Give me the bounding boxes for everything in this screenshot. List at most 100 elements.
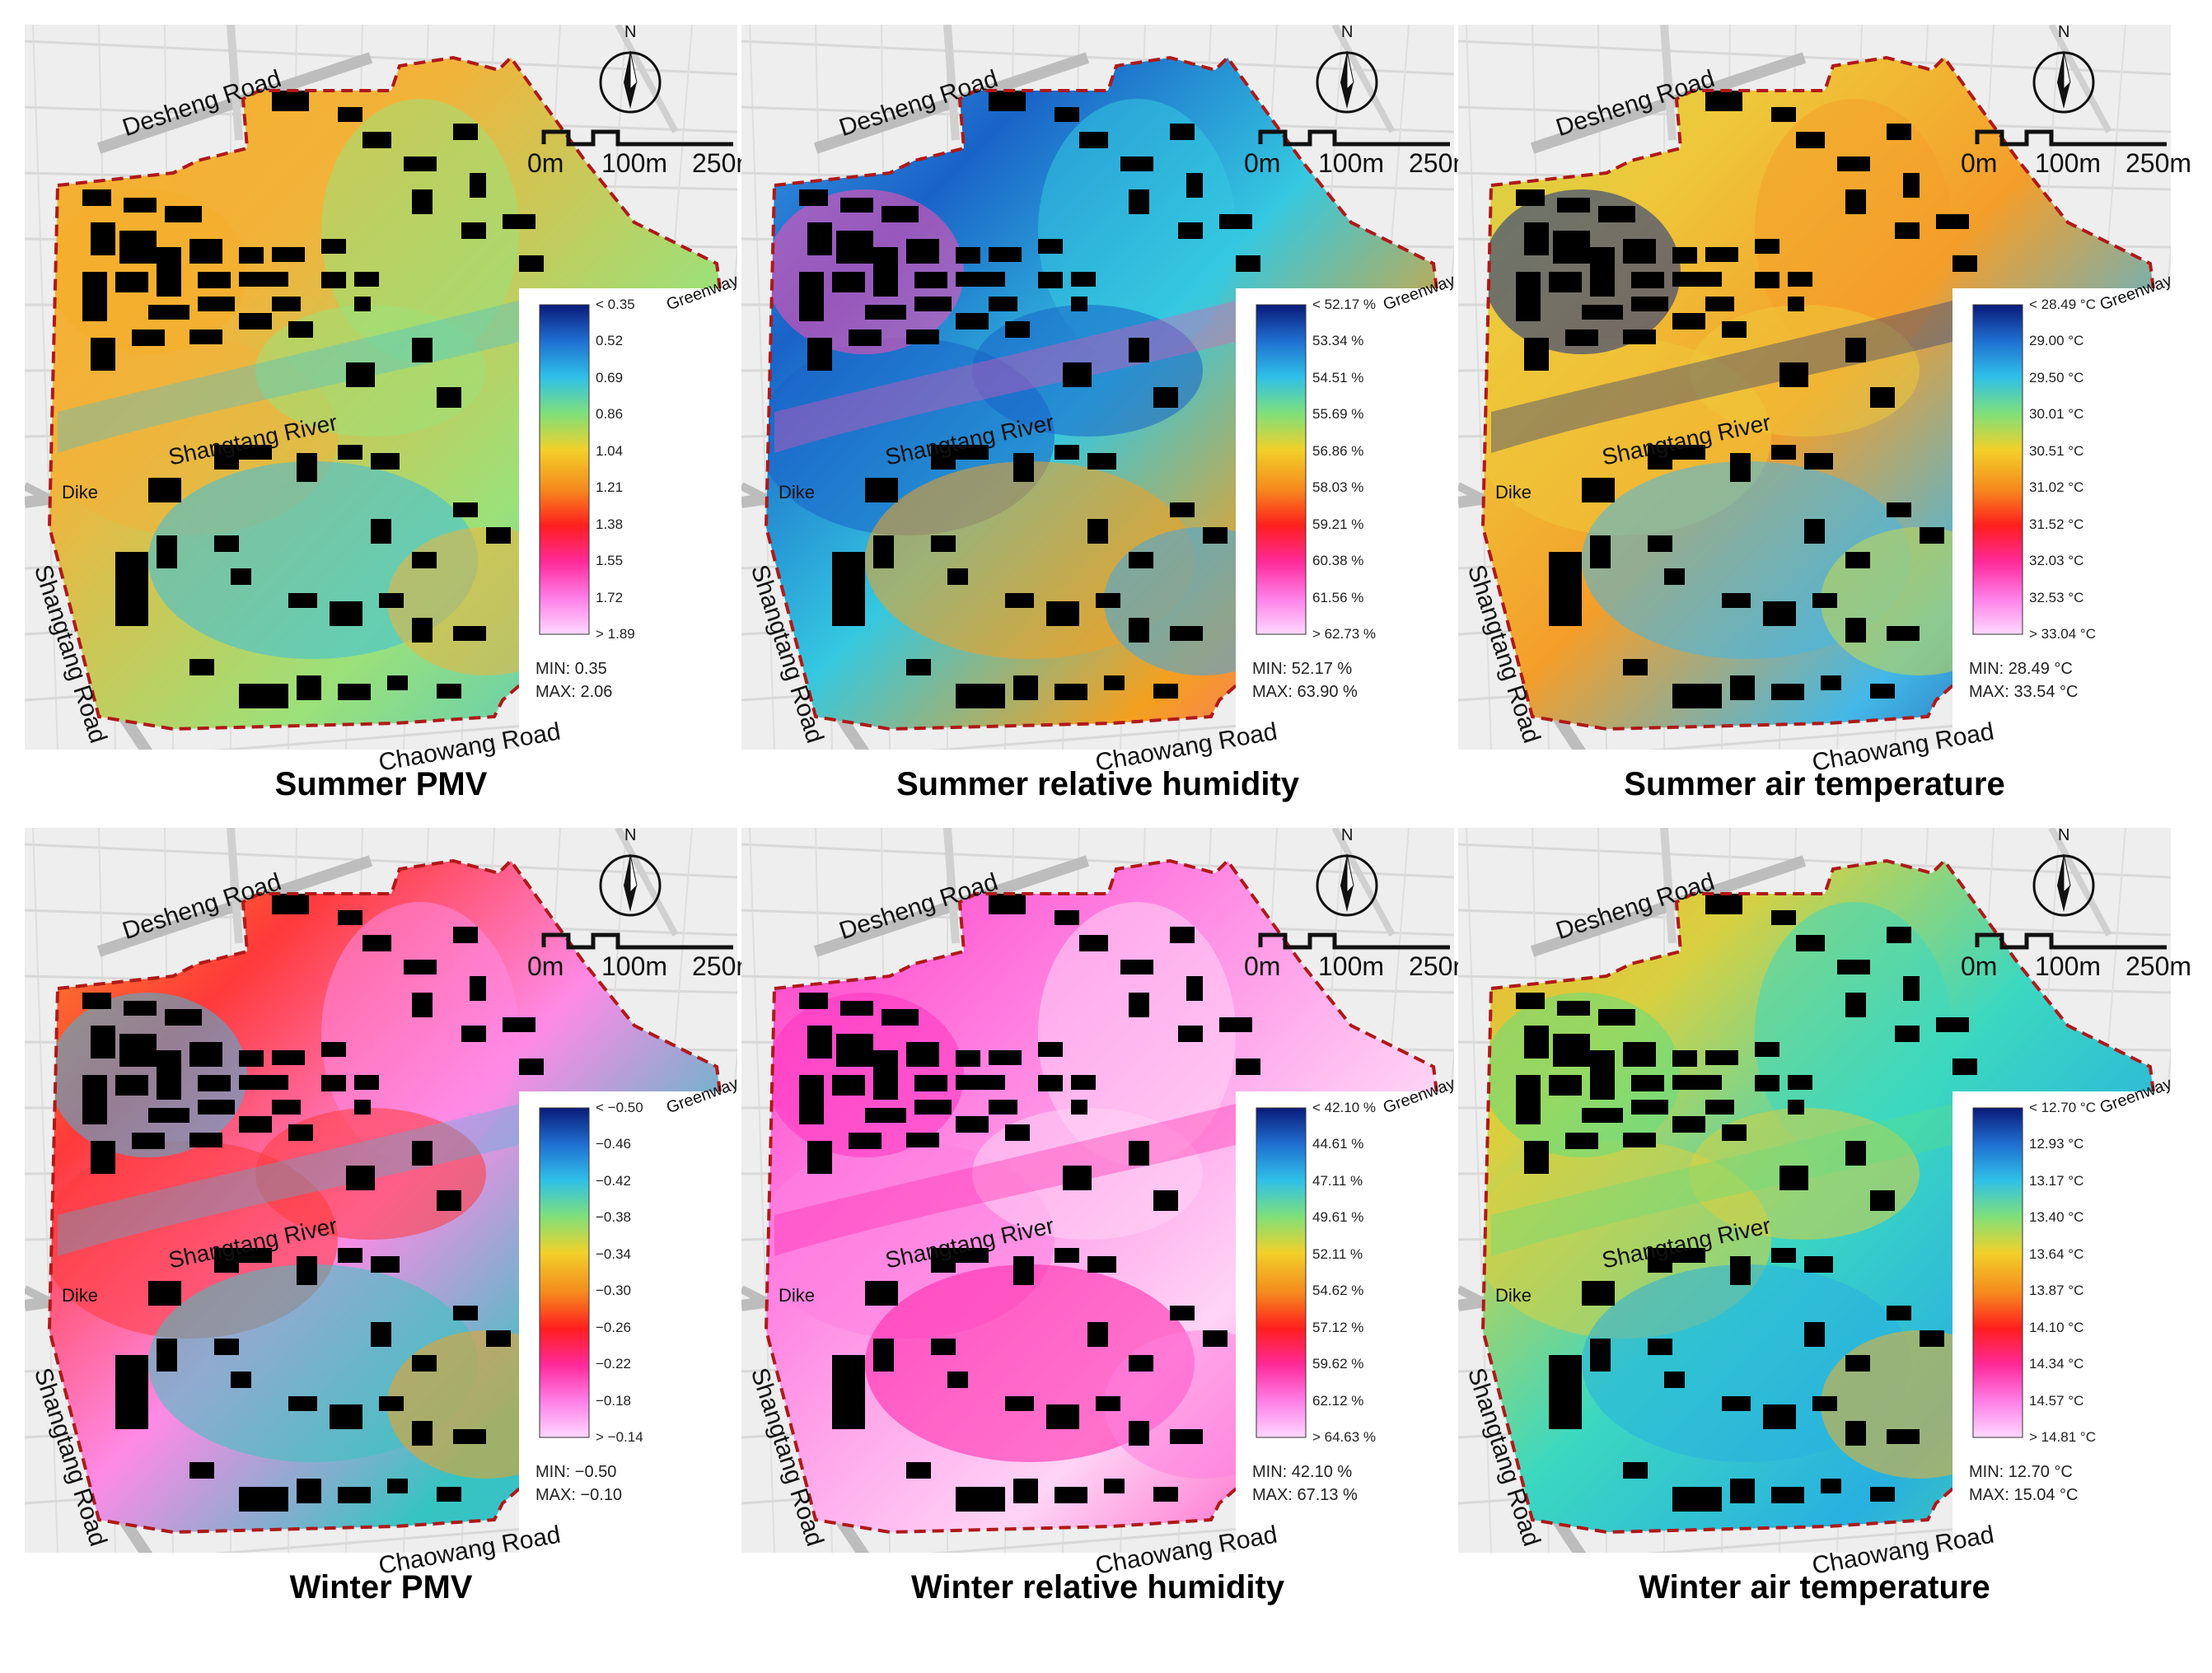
legend-tick-label: > 33.04 °C <box>2029 626 2096 642</box>
scale-label: 100m <box>1318 951 1385 981</box>
legend-tick-label: 44.61 % <box>1312 1136 1364 1152</box>
dike-label: Dike <box>779 1285 816 1306</box>
north-label: N <box>2058 23 2070 41</box>
legend-tick-label: 0.86 <box>596 406 624 423</box>
scale-bar <box>541 932 733 950</box>
legend-tick-label: < −0.50 <box>596 1100 643 1115</box>
scale-label: 100m <box>1318 148 1385 178</box>
north-arrow-icon <box>599 50 662 114</box>
scale-bar <box>1975 129 2167 147</box>
legend-tick-label: −0.34 <box>596 1245 632 1262</box>
scale-bar <box>1258 129 1450 147</box>
legend-tick-label: −0.38 <box>596 1209 632 1226</box>
legend-tick-label: 62.12 % <box>1312 1392 1364 1409</box>
map-panel: Desheng Road Greenway Shangtang River Dike S… <box>741 23 1475 840</box>
buildings <box>82 877 544 1512</box>
legend-tick-label: 29.50 °C <box>2029 369 2084 386</box>
scale-label: 0m <box>527 951 564 981</box>
legend-min: MIN: 0.35 <box>535 660 607 678</box>
legend-max: MAX: 67.13 % <box>1252 1486 1358 1504</box>
legend-tick-label: 13.87 °C <box>2029 1283 2084 1299</box>
legend-tick-label: 57.12 % <box>1312 1319 1364 1335</box>
north-label: N <box>1341 826 1354 844</box>
legend-tick-label: 32.53 °C <box>2029 589 2084 605</box>
buildings <box>799 877 1260 1512</box>
legend-color-bar <box>1256 304 1307 635</box>
scale-bar <box>1258 932 1450 950</box>
site-boundary <box>764 54 1440 731</box>
scale-bar <box>541 129 733 147</box>
legend-tick-label: 29.00 °C <box>2029 333 2084 349</box>
buildings <box>799 74 1260 708</box>
site-boundary <box>47 858 723 1535</box>
legend-tick-label: < 42.10 % <box>1312 1100 1377 1115</box>
legend-max: MAX: 33.54 °C <box>1969 683 2079 701</box>
legend-tick-label: > 62.73 % <box>1312 626 1377 642</box>
legend-tick-label: 31.02 °C <box>2029 479 2084 496</box>
legend-tick-label: 13.64 °C <box>2029 1245 2084 1262</box>
thermal-map <box>741 25 1454 750</box>
map-panel: Desheng Road Greenway Shangtang River Dike S… <box>25 826 758 1643</box>
legend-min: MIN: 12.70 °C <box>1969 1463 2073 1481</box>
legend-color-bar <box>1972 1107 2023 1438</box>
legend-tick-label: 59.62 % <box>1312 1356 1364 1372</box>
north-label: N <box>1341 23 1354 41</box>
legend-tick-label: 58.03 % <box>1312 479 1364 496</box>
legend-max: MAX: 63.90 % <box>1252 683 1358 701</box>
panel-caption: Winter air temperature <box>1639 1569 1990 1605</box>
legend-tick-label: −0.42 <box>596 1172 632 1189</box>
legend-tick-label: 56.86 % <box>1312 442 1364 459</box>
legend-tick-label: −0.26 <box>596 1319 632 1335</box>
thermal-map <box>25 828 737 1553</box>
dike-label: Dike <box>779 482 816 502</box>
legend-tick-label: < 52.17 % <box>1312 297 1377 312</box>
scale-label: 0m <box>1961 951 1998 981</box>
legend-min: MIN: −0.50 <box>535 1463 617 1481</box>
legend-tick-label: 30.01 °C <box>2029 406 2084 423</box>
scale-label: 0m <box>527 148 564 178</box>
legend-tick-label: 0.69 <box>596 369 624 386</box>
north-label: N <box>624 826 637 844</box>
legend-tick-label: > 64.63 % <box>1312 1429 1377 1445</box>
map-panel: Desheng Road Greenway Shangtang River Dike S… <box>1458 826 2191 1643</box>
scale-bar <box>1975 932 2167 950</box>
legend-max: MAX: −0.10 <box>535 1486 623 1504</box>
legend-tick-label: < 0.35 <box>596 297 635 312</box>
north-arrow-icon <box>1316 853 1378 917</box>
north-label: N <box>2058 826 2070 844</box>
buildings <box>82 74 544 708</box>
dike-label: Dike <box>1495 482 1532 502</box>
legend-tick-label: 14.57 °C <box>2029 1392 2084 1409</box>
buildings <box>1516 877 1977 1512</box>
scale-label: 0m <box>1244 951 1281 981</box>
map-panel: Desheng Road Greenway Shangtang River Dike S… <box>25 23 758 840</box>
scale-label: 250m <box>2125 148 2192 178</box>
legend-tick-label: 0.52 <box>596 333 624 349</box>
thermal-map <box>25 25 737 750</box>
thermal-map <box>1458 828 2171 1553</box>
scale-label: 100m <box>2035 951 2102 981</box>
legend-color-bar <box>1256 1107 1307 1438</box>
legend-tick-label: > 14.81 °C <box>2029 1429 2096 1445</box>
legend-minmax: MIN: 42.10 % MAX: 67.13 % <box>1252 1460 1358 1507</box>
legend-minmax: MIN: 12.70 °C MAX: 15.04 °C <box>1969 1460 2079 1507</box>
dike-label: Dike <box>1495 1285 1532 1306</box>
legend-tick-label: 32.03 °C <box>2029 553 2084 569</box>
scale-label: 100m <box>601 951 668 981</box>
legend-tick-label: 1.72 <box>596 589 624 605</box>
panel-caption: Summer PMV <box>274 766 488 802</box>
buildings <box>1516 74 1977 708</box>
legend-minmax: MIN: 0.35 MAX: 2.06 <box>535 657 612 703</box>
scale-label: 100m <box>601 148 668 178</box>
legend-min: MIN: 28.49 °C <box>1969 660 2073 678</box>
legend-tick-label: 1.55 <box>596 553 624 569</box>
site-boundary <box>47 54 723 731</box>
scale-label: 250m <box>2125 951 2192 981</box>
legend-tick-label: −0.22 <box>596 1356 632 1372</box>
scale-label: 0m <box>1244 148 1281 178</box>
legend-tick-label: 60.38 % <box>1312 553 1364 569</box>
legend-tick-label: 52.11 % <box>1312 1245 1363 1262</box>
legend-tick-label: −0.30 <box>596 1283 632 1299</box>
legend-min: MIN: 42.10 % <box>1252 1463 1353 1481</box>
